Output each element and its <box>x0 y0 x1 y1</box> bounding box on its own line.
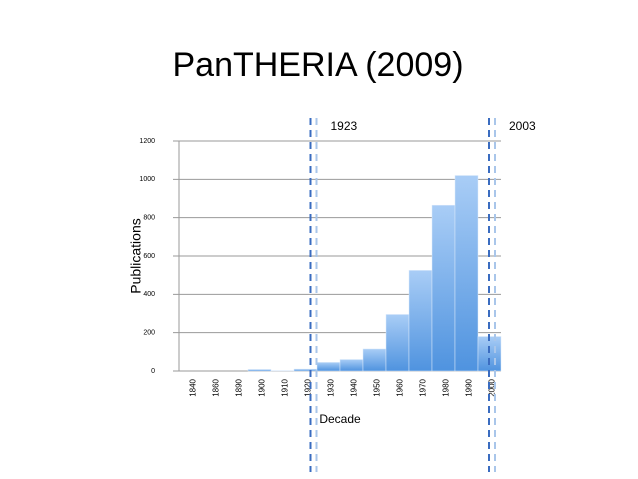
x-tick-label: 1980 <box>442 378 451 396</box>
chart-title: PanTHERIA (2009) <box>172 46 463 84</box>
x-tick-label: 1860 <box>212 378 221 396</box>
x-tick-label: 1890 <box>235 378 244 396</box>
x-tick-label: 1910 <box>281 378 290 396</box>
bar <box>293 368 318 372</box>
annotation-label: 1923 <box>331 119 358 133</box>
x-tick-label: 1940 <box>350 378 359 396</box>
y-tick-label: 200 <box>143 330 155 337</box>
x-tick-label: 1930 <box>327 378 336 396</box>
y-axis-label: Publications <box>128 218 144 294</box>
bar <box>408 270 433 372</box>
x-tick-label: 1990 <box>465 378 474 396</box>
y-tick-label: 400 <box>143 291 155 298</box>
bar <box>316 362 341 372</box>
bar <box>339 359 364 372</box>
y-tick-label: 1200 <box>139 138 155 145</box>
x-tick-label: 1950 <box>373 378 382 396</box>
bar <box>362 348 387 372</box>
bar <box>247 369 272 372</box>
x-tick-label: 1900 <box>258 378 267 396</box>
bar <box>431 204 456 372</box>
annotation-label: 2003 <box>509 119 536 133</box>
x-tick-label: 1970 <box>419 378 428 396</box>
x-tick-label: 1920 <box>304 378 313 396</box>
y-tick-label: 0 <box>151 368 155 375</box>
x-tick-label: 1960 <box>396 378 405 396</box>
bar <box>477 336 502 372</box>
x-tick-label: 2000 <box>488 378 497 396</box>
x-axis-label: Decade <box>319 412 361 426</box>
y-tick-label: 800 <box>143 215 155 222</box>
bar <box>385 314 410 372</box>
y-tick-label: 1000 <box>139 176 155 183</box>
y-tick-label: 600 <box>143 253 155 260</box>
x-tick-label: 1840 <box>189 378 198 396</box>
bar <box>454 175 479 372</box>
